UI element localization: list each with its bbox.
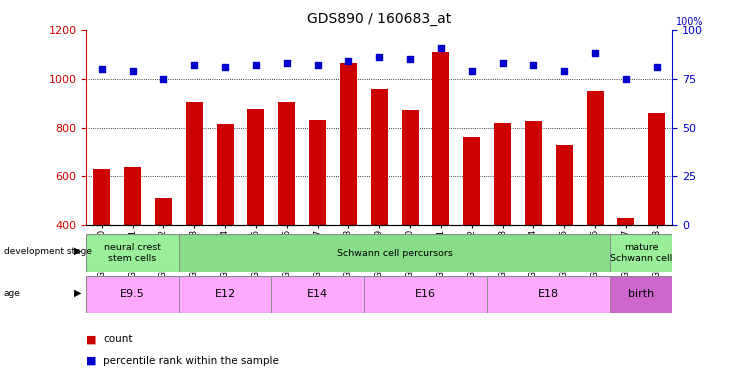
Bar bbox=[216, 124, 234, 322]
Point bbox=[527, 62, 539, 68]
Text: age: age bbox=[4, 289, 20, 298]
Text: E16: E16 bbox=[415, 290, 436, 299]
Text: ■: ■ bbox=[86, 334, 97, 344]
Point bbox=[127, 68, 139, 74]
Text: E12: E12 bbox=[215, 290, 236, 299]
Point bbox=[404, 56, 416, 62]
Point bbox=[312, 62, 324, 68]
Bar bbox=[402, 110, 418, 322]
Bar bbox=[155, 198, 172, 322]
Text: neural crest
stem cells: neural crest stem cells bbox=[104, 243, 161, 263]
Bar bbox=[371, 88, 388, 322]
Point bbox=[96, 66, 108, 72]
Point bbox=[589, 50, 601, 56]
Point bbox=[373, 54, 385, 60]
Text: count: count bbox=[103, 334, 132, 344]
Point bbox=[435, 45, 447, 51]
Text: ■: ■ bbox=[86, 356, 97, 366]
Point bbox=[558, 68, 570, 74]
Title: GDS890 / 160683_at: GDS890 / 160683_at bbox=[307, 12, 451, 26]
Point bbox=[342, 58, 354, 64]
Point bbox=[250, 62, 262, 68]
Bar bbox=[363, 276, 487, 313]
Bar bbox=[271, 276, 363, 313]
Text: birth: birth bbox=[628, 290, 654, 299]
Text: development stage: development stage bbox=[4, 247, 92, 256]
Bar bbox=[340, 63, 357, 322]
Point bbox=[189, 62, 201, 68]
Bar bbox=[248, 109, 264, 322]
Bar bbox=[124, 166, 141, 322]
Text: 100%: 100% bbox=[677, 17, 704, 27]
Point bbox=[466, 68, 478, 74]
Bar bbox=[587, 91, 604, 322]
Text: E14: E14 bbox=[307, 290, 328, 299]
Point bbox=[158, 76, 170, 82]
Text: Schwann cell percursors: Schwann cell percursors bbox=[336, 249, 453, 258]
Text: ▶: ▶ bbox=[74, 288, 81, 298]
Bar bbox=[185, 102, 203, 322]
Bar bbox=[93, 169, 110, 322]
Bar bbox=[487, 276, 611, 313]
Point bbox=[496, 60, 508, 66]
Text: ▶: ▶ bbox=[74, 246, 81, 256]
Bar bbox=[648, 113, 665, 322]
Text: percentile rank within the sample: percentile rank within the sample bbox=[103, 356, 279, 366]
Point bbox=[219, 64, 231, 70]
Bar bbox=[179, 276, 271, 313]
Text: E18: E18 bbox=[538, 290, 559, 299]
Bar bbox=[279, 102, 295, 322]
Bar bbox=[179, 234, 611, 272]
Bar bbox=[86, 234, 179, 272]
Bar bbox=[525, 122, 542, 322]
Point bbox=[650, 64, 662, 70]
Bar bbox=[309, 120, 326, 322]
Bar bbox=[86, 276, 179, 313]
Bar bbox=[494, 123, 511, 322]
Bar bbox=[617, 217, 635, 322]
Bar bbox=[463, 137, 480, 322]
Bar bbox=[611, 276, 672, 313]
Bar bbox=[556, 145, 573, 322]
Text: E9.5: E9.5 bbox=[120, 290, 145, 299]
Bar bbox=[611, 234, 672, 272]
Text: mature
Schwann cell: mature Schwann cell bbox=[611, 243, 672, 263]
Point bbox=[620, 76, 632, 82]
Point bbox=[281, 60, 293, 66]
Bar bbox=[433, 52, 449, 322]
